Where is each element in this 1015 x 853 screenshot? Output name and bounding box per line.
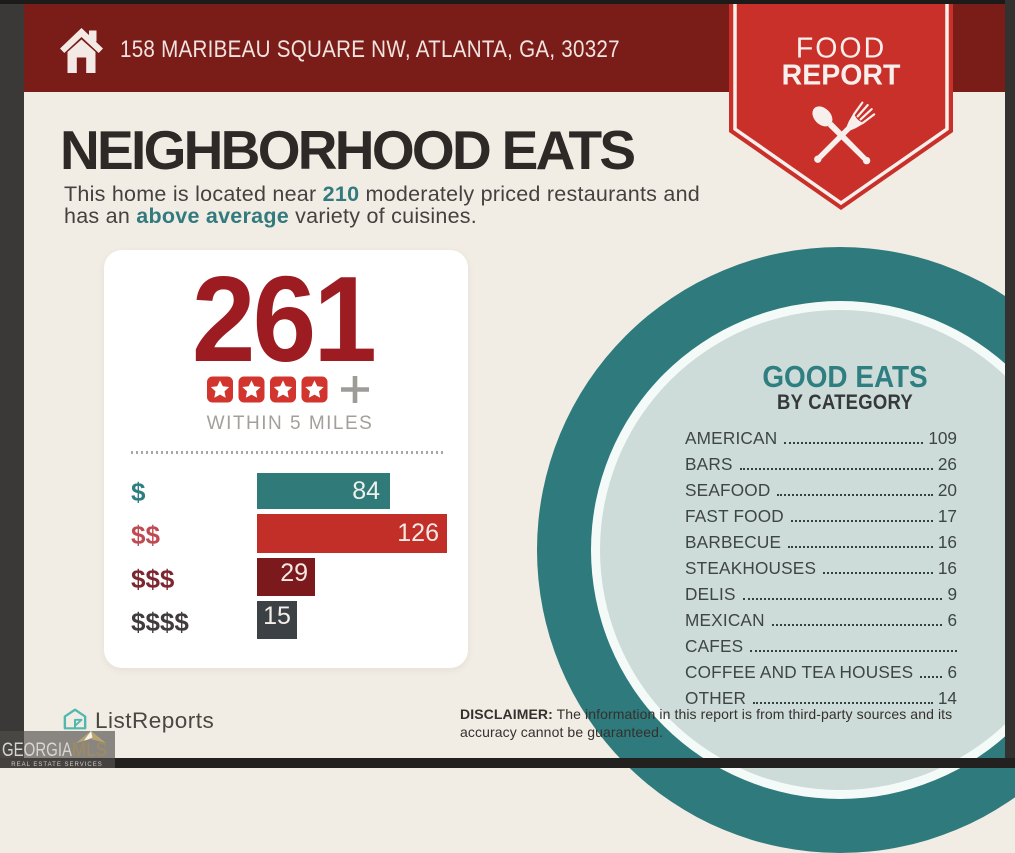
svg-text:REAL ESTATE SERVICES: REAL ESTATE SERVICES (11, 762, 102, 768)
svg-text:REPORT: REPORT (782, 60, 901, 92)
svg-text:GEORGIA: GEORGIA (2, 740, 72, 761)
svg-text:FOOD: FOOD (796, 33, 886, 65)
svg-text:MLS: MLS (72, 740, 107, 761)
